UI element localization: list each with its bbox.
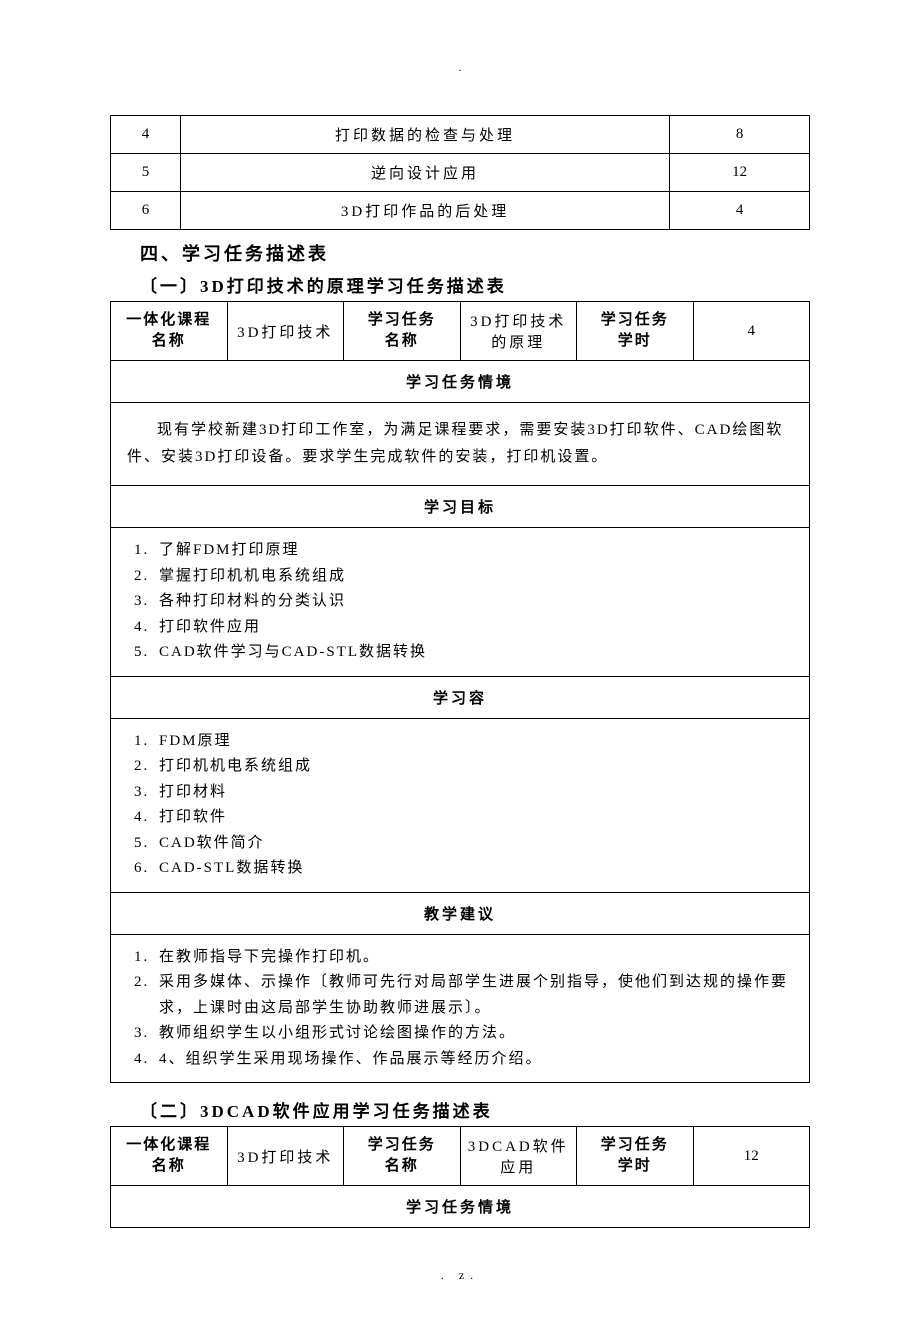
content-body: FDM原理 打印机机电系统组成 打印材料 打印软件 CAD软件简介 CAD-ST… — [111, 718, 810, 892]
goals-title: 学习目标 — [111, 486, 810, 528]
subsection-two-title: 〔二〕3DCAD软件应用学习任务描述表 — [140, 1097, 810, 1122]
list-item: 4、组织学生采用现场操作、作品展示等经历介绍。 — [155, 1047, 793, 1073]
course-label: 一体化课程 名称 — [111, 302, 228, 361]
label-line1: 学习任务 — [601, 1137, 669, 1153]
footer-mark: . z. — [110, 1268, 810, 1283]
list-item: 打印软件 — [155, 805, 793, 831]
label-line1: 学习任务 — [368, 1137, 436, 1153]
list-item: 各种打印材料的分类认识 — [155, 589, 793, 615]
top-mark: . — [110, 60, 810, 75]
task1-table: 一体化课程 名称 3D打印技术 学习任务 名称 3D打印技术 的原理 学习任务 … — [110, 301, 810, 1083]
list-item: 教师组织学生以小组形式讨论绘图操作的方法。 — [155, 1021, 793, 1047]
row-title: 3D打印作品的后处理 — [180, 192, 669, 230]
list-item: CAD软件简介 — [155, 831, 793, 857]
label-line2: 学时 — [618, 1158, 652, 1174]
summary-table: 4 打印数据的检查与处理 8 5 逆向设计应用 12 6 3D打印作品的后处理 … — [110, 115, 810, 230]
label-line1: 学习任务 — [368, 312, 436, 328]
suggest-title: 教学建议 — [111, 892, 810, 934]
task-name: 3DCAD软件 应用 — [460, 1127, 577, 1186]
list-item: 采用多媒体、示操作〔教师可先行对局部学生进展个别指导，使他们到达规的操作要求，上… — [155, 970, 793, 1021]
course-name: 3D打印技术 — [227, 302, 344, 361]
situation-text: 现有学校新建3D打印工作室，为满足课程要求，需要安装3D打印软件、CAD绘图软件… — [127, 417, 793, 471]
situation-body: 现有学校新建3D打印工作室，为满足课程要求，需要安装3D打印软件、CAD绘图软件… — [111, 403, 810, 486]
row-hours: 4 — [670, 192, 810, 230]
label-line2: 名称 — [152, 1158, 186, 1174]
list-item: 打印机机电系统组成 — [155, 754, 793, 780]
list-item: FDM原理 — [155, 729, 793, 755]
list-item: 在教师指导下完操作打印机。 — [155, 945, 793, 971]
hours-label: 学习任务 学时 — [577, 302, 694, 361]
section-four-title: 四、学习任务描述表 — [140, 240, 810, 266]
row-title: 逆向设计应用 — [180, 154, 669, 192]
course-label: 一体化课程 名称 — [111, 1127, 228, 1186]
list-item: 掌握打印机机电系统组成 — [155, 564, 793, 590]
content-title: 学习容 — [111, 676, 810, 718]
row-hours: 12 — [670, 154, 810, 192]
row-number: 4 — [111, 116, 181, 154]
label-line2: 名称 — [152, 333, 186, 349]
subsection-one-title: 〔一〕3D打印技术的原理学习任务描述表 — [140, 272, 810, 297]
label-line2: 学时 — [618, 333, 652, 349]
list-item: CAD软件学习与CAD-STL数据转换 — [155, 640, 793, 666]
task-name-line1: 3D打印技术 — [470, 314, 566, 330]
course-name: 3D打印技术 — [227, 1127, 344, 1186]
label-line1: 一体化课程 — [126, 1137, 211, 1153]
row-title: 打印数据的检查与处理 — [180, 116, 669, 154]
table-row: 6 3D打印作品的后处理 4 — [111, 192, 810, 230]
goals-list: 了解FDM打印原理 掌握打印机机电系统组成 各种打印材料的分类认识 打印软件应用… — [127, 538, 793, 666]
list-item: CAD-STL数据转换 — [155, 856, 793, 882]
hours-value: 4 — [693, 302, 810, 361]
table-row: 5 逆向设计应用 12 — [111, 154, 810, 192]
label-line2: 名称 — [385, 333, 419, 349]
task-name: 3D打印技术 的原理 — [460, 302, 577, 361]
row-number: 6 — [111, 192, 181, 230]
task-name-line1: 3DCAD软件 — [468, 1139, 569, 1155]
task-name-line2: 的原理 — [491, 335, 545, 351]
situation-title: 学习任务情境 — [111, 361, 810, 403]
situation-title: 学习任务情境 — [111, 1186, 810, 1228]
page: . 4 打印数据的检查与处理 8 5 逆向设计应用 12 6 3D打印作品的后处… — [110, 60, 810, 1283]
task-label: 学习任务 名称 — [344, 1127, 461, 1186]
task-name-line2: 应用 — [500, 1160, 536, 1176]
suggest-list: 在教师指导下完操作打印机。 采用多媒体、示操作〔教师可先行对局部学生进展个别指导… — [127, 945, 793, 1073]
table-row: 4 打印数据的检查与处理 8 — [111, 116, 810, 154]
goals-body: 了解FDM打印原理 掌握打印机机电系统组成 各种打印材料的分类认识 打印软件应用… — [111, 528, 810, 677]
row-number: 5 — [111, 154, 181, 192]
list-item: 打印材料 — [155, 780, 793, 806]
task2-header-row: 一体化课程 名称 3D打印技术 学习任务 名称 3DCAD软件 应用 学习任务 … — [111, 1127, 810, 1186]
task2-table: 一体化课程 名称 3D打印技术 学习任务 名称 3DCAD软件 应用 学习任务 … — [110, 1126, 810, 1228]
task1-header-row: 一体化课程 名称 3D打印技术 学习任务 名称 3D打印技术 的原理 学习任务 … — [111, 302, 810, 361]
label-line1: 学习任务 — [601, 312, 669, 328]
task-label: 学习任务 名称 — [344, 302, 461, 361]
label-line2: 名称 — [385, 1158, 419, 1174]
list-item: 了解FDM打印原理 — [155, 538, 793, 564]
content-list: FDM原理 打印机机电系统组成 打印材料 打印软件 CAD软件简介 CAD-ST… — [127, 729, 793, 882]
hours-label: 学习任务 学时 — [577, 1127, 694, 1186]
hours-value: 12 — [693, 1127, 810, 1186]
list-item: 打印软件应用 — [155, 615, 793, 641]
label-line1: 一体化课程 — [126, 312, 211, 328]
suggest-body: 在教师指导下完操作打印机。 采用多媒体、示操作〔教师可先行对局部学生进展个别指导… — [111, 934, 810, 1083]
row-hours: 8 — [670, 116, 810, 154]
